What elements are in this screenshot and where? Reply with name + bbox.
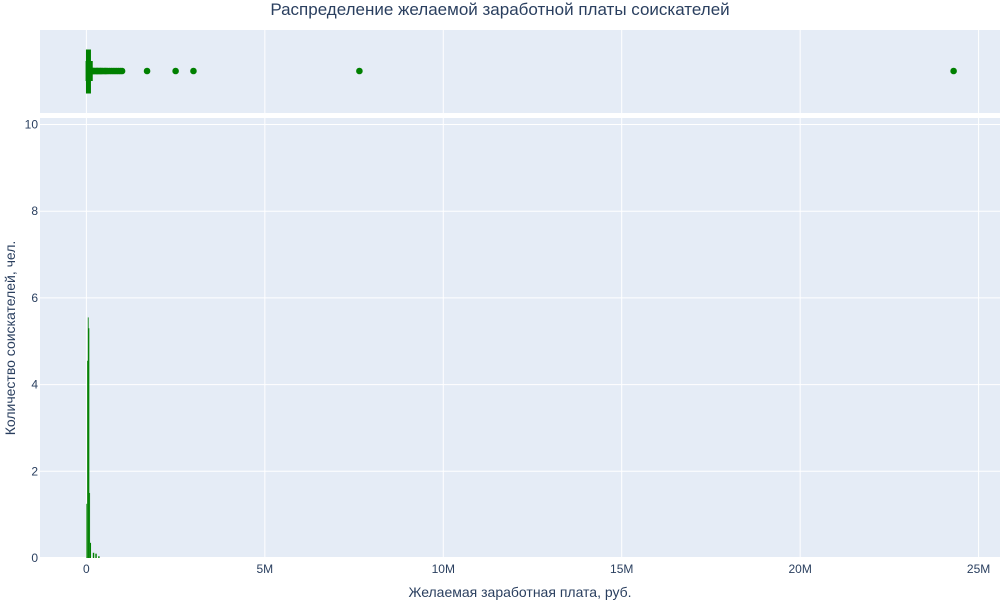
histogram-bar (86, 503, 88, 558)
y-axis-title: Количество соискателей, чел. (2, 241, 18, 436)
x-tick-label: 0 (83, 562, 90, 576)
y-tick-label: 8 (31, 204, 38, 218)
box-gridlines (85, 30, 980, 113)
y-tick-label: 4 (31, 378, 38, 392)
outlier-point (356, 67, 363, 75)
outlier-point (950, 67, 957, 75)
histogram-gridlines (40, 118, 1000, 559)
x-tick-label: 20M (788, 562, 811, 576)
x-tick-label: 5M (256, 562, 273, 576)
chart-title: Распределение желаемой заработной платы … (270, 0, 729, 19)
histogram-bar (87, 360, 88, 558)
y-tick-label: 10 (25, 118, 39, 132)
outlier-point (118, 67, 126, 75)
histogram-plot-area (40, 118, 1000, 558)
x-tick-label: 10M (432, 562, 455, 576)
box-plot-area (40, 30, 1000, 113)
histogram-bar (98, 556, 100, 558)
y-axis-ticks: 0 2 4 6 8 10 (25, 118, 39, 565)
outlier-point (172, 67, 179, 75)
histogram-bar (89, 542, 92, 558)
x-axis-ticks: 0 5M 10M 15M 20M 25M (83, 562, 990, 576)
y-tick-label: 6 (31, 291, 38, 305)
y-tick-label: 2 (31, 464, 38, 478)
y-tick-label: 0 (31, 551, 38, 565)
histogram-bars (86, 317, 100, 558)
histogram-bar (88, 328, 90, 558)
box-plot (85, 49, 957, 94)
x-tick-label: 15M (610, 562, 633, 576)
x-tick-label: 25M (967, 562, 990, 576)
outlier-point (190, 67, 197, 75)
x-axis-title: Желаемая заработная плата, руб. (408, 584, 631, 600)
outlier-point (143, 67, 151, 75)
histogram-bar (95, 553, 97, 558)
histogram-bar (92, 552, 95, 558)
histogram-bar (87, 317, 89, 558)
histogram-bar (89, 492, 91, 558)
